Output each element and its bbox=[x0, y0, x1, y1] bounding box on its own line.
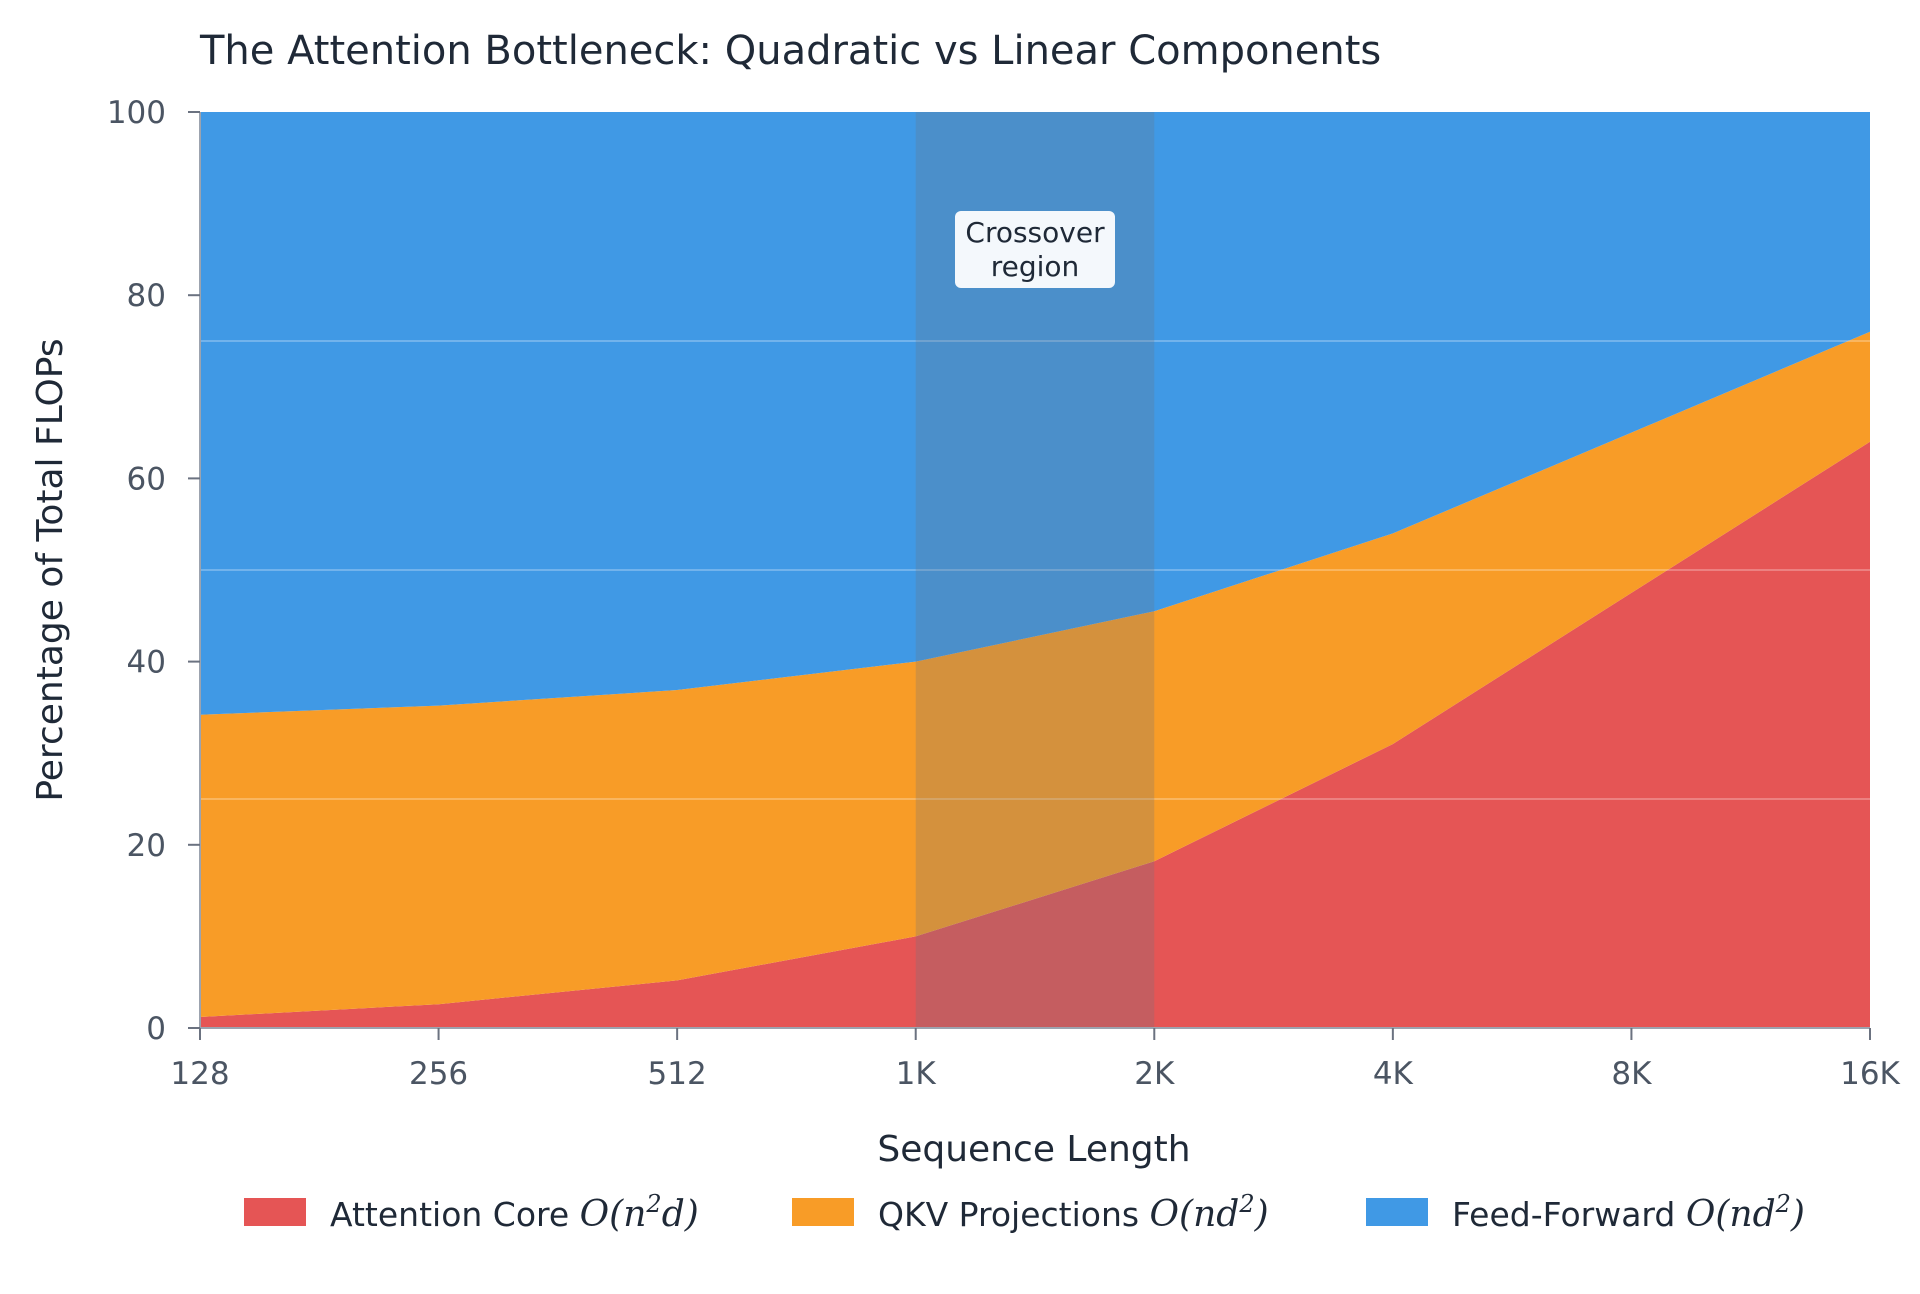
legend-label: Feed-Forward O(nd2) bbox=[1452, 1190, 1805, 1235]
plot-areas bbox=[200, 112, 1870, 1028]
x-axis-title: Sequence Length bbox=[877, 1129, 1190, 1170]
x-tick-label: 128 bbox=[170, 1056, 229, 1092]
y-tick-label: 80 bbox=[127, 278, 166, 314]
x-tick-label: 1K bbox=[896, 1056, 937, 1092]
x-tick-label: 4K bbox=[1373, 1056, 1414, 1092]
y-axis: 0 20 40 60 80 100 bbox=[107, 95, 201, 1047]
y-tick-label: 40 bbox=[127, 645, 166, 681]
legend-swatch bbox=[244, 1198, 306, 1226]
x-axis: 128 256 512 1K 2K 4K 8K 16K bbox=[170, 1027, 1901, 1092]
legend-label: QKV Projections O(nd2) bbox=[878, 1190, 1269, 1235]
x-tick-label: 512 bbox=[648, 1056, 707, 1092]
legend-swatch bbox=[792, 1198, 854, 1226]
area-series-1 bbox=[200, 441, 1870, 1028]
y-tick-label: 20 bbox=[127, 828, 166, 864]
x-tick-label: 256 bbox=[409, 1056, 468, 1092]
x-tick-label: 8K bbox=[1611, 1056, 1652, 1092]
y-tick-label: 60 bbox=[127, 461, 166, 497]
crossover-annotation: Crossover region bbox=[955, 211, 1115, 288]
legend-item-2: QKV Projections O(nd2) bbox=[792, 1190, 1269, 1235]
y-tick-label: 100 bbox=[107, 95, 166, 131]
x-tick-label: 16K bbox=[1840, 1056, 1900, 1092]
legend-item-1: Attention Core O(n2d) bbox=[244, 1190, 699, 1235]
area-series-3 bbox=[200, 112, 1870, 715]
chart-title: The Attention Bottleneck: Quadratic vs L… bbox=[199, 28, 1381, 74]
legend-item-3: Feed-Forward O(nd2) bbox=[1366, 1190, 1805, 1235]
crossover-label-line1: Crossover bbox=[965, 216, 1105, 249]
crossover-label-box bbox=[955, 211, 1115, 288]
area-series-2 bbox=[200, 331, 1870, 1017]
x-tick-label: 2K bbox=[1134, 1056, 1175, 1092]
crossover-label-line2: region bbox=[991, 250, 1080, 283]
minor-gridlines bbox=[200, 340, 1870, 800]
legend-swatch bbox=[1366, 1198, 1428, 1226]
legend: Attention Core O(n2d) QKV Projections O(n… bbox=[244, 1190, 1805, 1235]
y-tick-label: 0 bbox=[146, 1011, 166, 1047]
legend-label: Attention Core O(n2d) bbox=[330, 1190, 699, 1235]
y-axis-title: Percentage of Total FLOPs bbox=[30, 338, 71, 801]
